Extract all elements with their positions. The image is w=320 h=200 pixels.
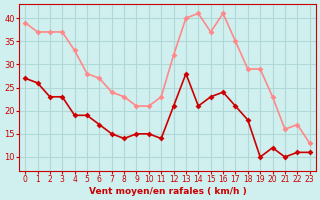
X-axis label: Vent moyen/en rafales ( km/h ): Vent moyen/en rafales ( km/h ) (89, 187, 246, 196)
